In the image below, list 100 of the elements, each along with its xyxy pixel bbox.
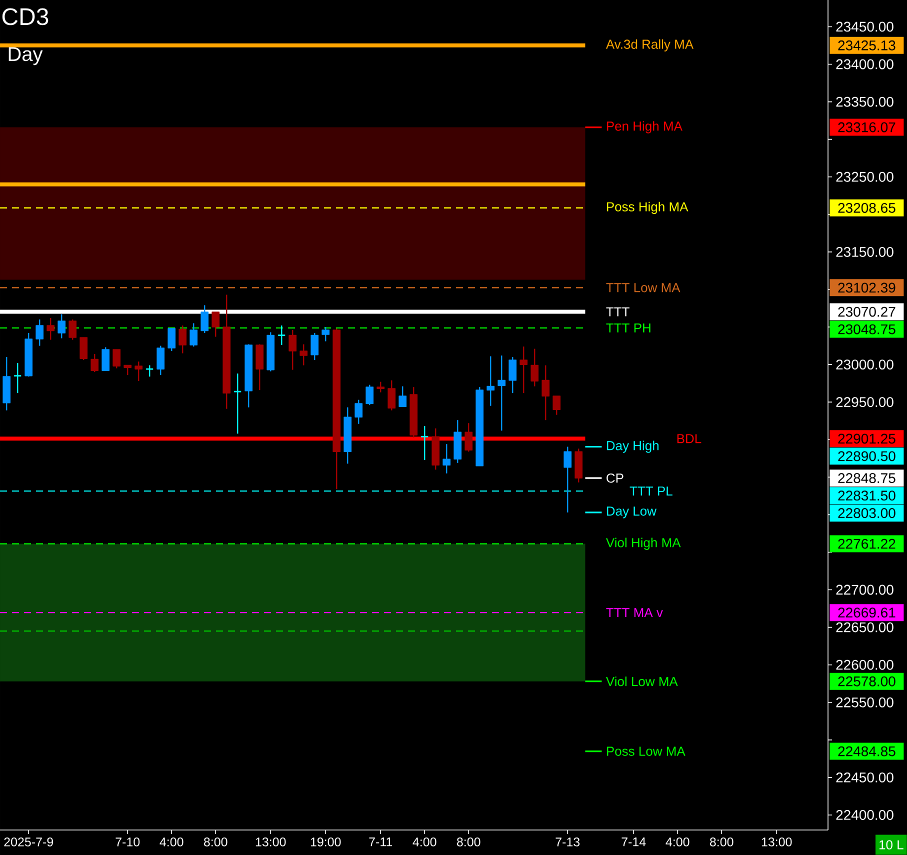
y-tick-label: 22400.00 — [836, 810, 894, 820]
x-tick-label: 8:00 — [710, 838, 734, 846]
candlestick — [508, 356, 517, 394]
ref-line-label: TTT PL — [630, 486, 672, 496]
y-tick-label: 22950.00 — [836, 397, 894, 408]
x-tick-label: 4:00 — [412, 838, 436, 846]
candlestick — [190, 322, 198, 348]
candlestick — [68, 318, 77, 340]
candlestick — [90, 353, 99, 373]
ref-line-label: Pen High MA — [606, 121, 682, 134]
candlestick — [388, 380, 396, 411]
ref-line-label: Day High — [606, 440, 659, 453]
text: 23048.75 — [838, 324, 896, 334]
candlestick — [542, 364, 550, 421]
candlestick — [13, 362, 22, 394]
candlestick — [200, 304, 209, 334]
text: 22831.50 — [838, 490, 896, 501]
y-tick-label: 23000.00 — [836, 360, 894, 370]
ref-line-label: Poss High MA — [606, 202, 688, 214]
ref-line-label: Viol Low MA — [606, 676, 678, 686]
text: Day — [8, 47, 43, 66]
ref-line-label: CP — [606, 473, 624, 483]
y-tick-label: 22650.00 — [836, 622, 894, 632]
candlestick — [277, 324, 286, 346]
candlestick — [366, 384, 374, 406]
x-tick-label: 7-14 — [622, 838, 646, 846]
chart-title: CD3 — [2, 8, 48, 26]
text: 22669.61 — [838, 608, 896, 618]
y-tick-label: 23150.00 — [836, 246, 894, 257]
candlestick — [498, 354, 506, 432]
x-tick-label: 4:00 — [666, 838, 690, 846]
candlestick — [288, 329, 297, 370]
ref-line-label: Av.3d Rally MA — [606, 39, 694, 52]
candlestick — [58, 314, 66, 339]
y-tick-label: 22600.00 — [836, 660, 894, 670]
text: 23102.39 — [838, 282, 896, 293]
y-tick-label: 22550.00 — [836, 697, 894, 708]
candlestick — [80, 336, 88, 361]
candlestick — [46, 317, 55, 340]
candlestick — [420, 426, 429, 460]
x-tick-label: 7-10 — [116, 838, 140, 846]
y-tick-label: 23400.00 — [836, 59, 894, 70]
candlestick — [178, 324, 187, 354]
text: 22761.22 — [838, 538, 896, 549]
ref-line-label: TTT PH — [606, 323, 650, 332]
x-tick-label: 7-11 — [369, 838, 392, 846]
text: 22803.00 — [838, 508, 896, 518]
candlestick — [398, 386, 407, 408]
ref-line-label: TTT MA v — [606, 608, 663, 618]
x-tick-label: 19:00 — [310, 838, 341, 846]
candlestick — [310, 332, 319, 361]
text: 22890.50 — [838, 451, 896, 462]
y-tick-label: 22700.00 — [836, 584, 894, 595]
ref-line-label: TTT Low MA — [606, 283, 680, 292]
text: 22848.75 — [838, 473, 896, 484]
text: 22484.85 — [838, 746, 896, 756]
candlestick — [520, 346, 528, 394]
candlestick — [376, 381, 385, 393]
y-tick-label: 22450.00 — [836, 772, 894, 782]
candlestick — [212, 311, 220, 338]
x-tick-label: 2025-7-9 — [4, 838, 54, 846]
candlestick — [552, 395, 561, 416]
candlestick — [486, 356, 495, 406]
candlestick — [530, 348, 539, 387]
x-tick-label: 13:00 — [256, 838, 286, 846]
text: 23208.65 — [838, 202, 896, 213]
candlestick — [102, 346, 110, 372]
candlestick — [36, 318, 44, 346]
y-tick-label: 23450.00 — [836, 22, 894, 32]
y-tick-label: 23250.00 — [836, 172, 894, 182]
x-tick-label: 13:00 — [762, 838, 792, 846]
text: 10 L — [880, 840, 904, 850]
x-tick-label: 4:00 — [160, 838, 184, 846]
x-tick-label: 8:00 — [456, 838, 480, 846]
candlestick — [354, 399, 363, 424]
candlestick — [134, 360, 143, 382]
text: 23316.07 — [838, 122, 896, 132]
ref-line-label: BDL — [677, 434, 702, 444]
candlestick — [322, 326, 330, 342]
ref-line-label: Viol High MA — [606, 538, 681, 550]
ref-line-label: Poss Low MA — [606, 746, 686, 756]
candlestick — [156, 345, 165, 376]
y-tick-label: 23350.00 — [836, 96, 894, 107]
candlestick — [464, 422, 473, 452]
candlestick — [564, 446, 572, 514]
x-tick-label: 7-13 — [556, 838, 580, 846]
text: 22578.00 — [838, 676, 896, 686]
text: 23425.13 — [838, 40, 896, 50]
x-tick-label: 8:00 — [204, 838, 228, 846]
candlestick — [112, 348, 121, 369]
ref-line-label: TTT — [606, 307, 630, 316]
candlestick — [145, 364, 154, 378]
candlestick — [442, 444, 451, 474]
candlestick — [124, 364, 132, 376]
candlestick — [233, 372, 242, 434]
candlestick — [300, 344, 308, 366]
candlestick — [168, 328, 176, 352]
text: 22901.25 — [838, 434, 896, 444]
text: 23070.27 — [838, 306, 896, 317]
ref-line-label: Day Low — [606, 506, 657, 518]
